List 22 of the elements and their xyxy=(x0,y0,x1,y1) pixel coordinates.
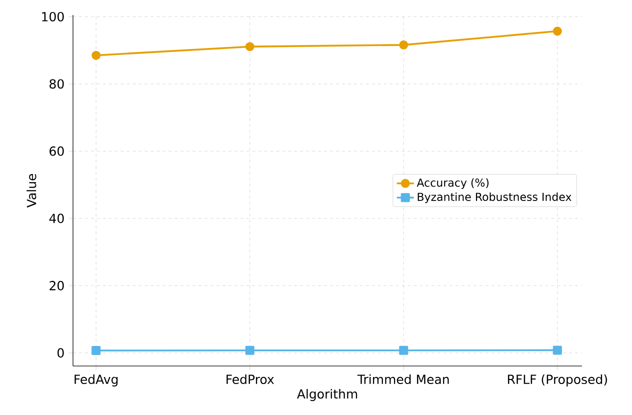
x-tick-label: Trimmed Mean xyxy=(357,374,449,384)
point xyxy=(92,346,101,356)
y-tick-label: 20 xyxy=(50,280,64,290)
point xyxy=(552,346,562,355)
point xyxy=(399,40,408,50)
x-tick-label: FedProx xyxy=(226,374,274,384)
x-tick-label: RFLF (Proposed) xyxy=(508,374,607,386)
point xyxy=(399,346,408,355)
y-tick-label: 0 xyxy=(58,348,64,358)
y-tick-label: 60 xyxy=(50,146,64,156)
point xyxy=(92,50,101,60)
y-axis-title: Value xyxy=(26,174,36,208)
y-tick-label: 100 xyxy=(42,12,64,22)
point xyxy=(245,346,254,355)
legend-label: Byzantine Robustness Index xyxy=(418,192,572,204)
legend-label: Accuracy (%) xyxy=(416,178,489,189)
x-tick-label: FedAvg xyxy=(74,374,118,386)
x-axis-title: Algorithm xyxy=(296,388,358,402)
y-tick-label: 80 xyxy=(50,79,64,89)
point xyxy=(245,42,254,52)
point xyxy=(552,26,562,36)
y-tick-label: 40 xyxy=(49,214,64,224)
